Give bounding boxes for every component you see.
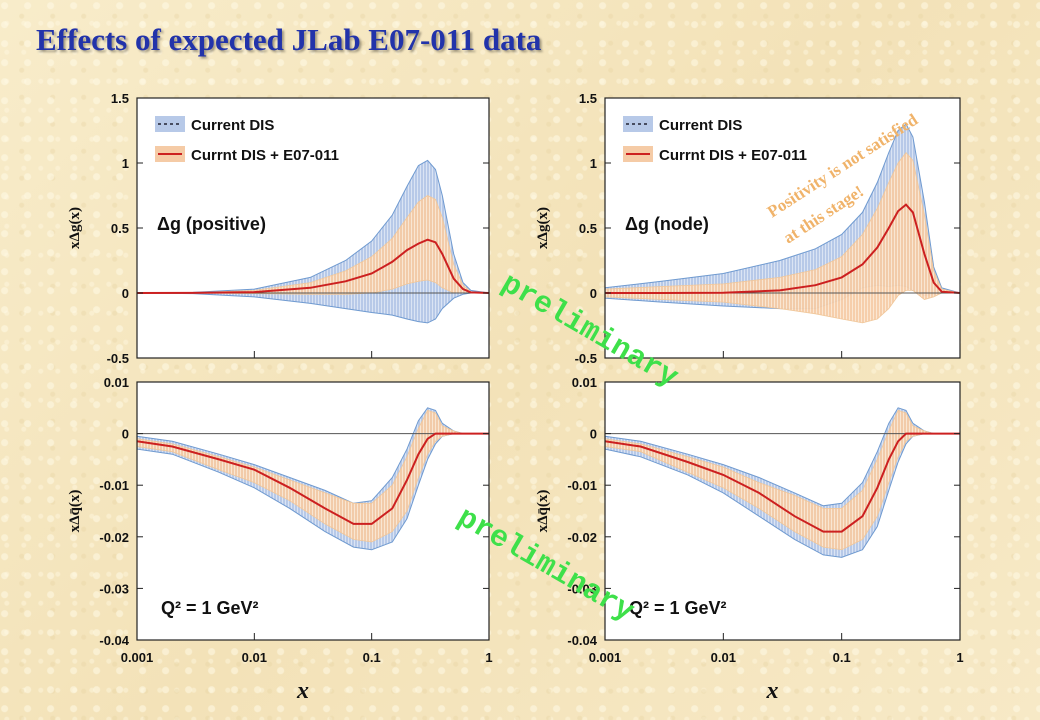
y-tick-label: -0.02 [99, 530, 129, 545]
y-tick-label: -0.04 [99, 633, 129, 648]
y-tick-label: -0.03 [99, 581, 129, 596]
plot-frame [604, 381, 961, 641]
chart-panel: 0.01 0 -0.01 -0.02 -0.03 -0.04 xΔq̄(x) Q² = 1 G… [535, 375, 964, 704]
x-axis-label: x [296, 678, 309, 704]
y-axis-label: xΔq̄(x) [535, 490, 551, 533]
x-tick-label: 0.01 [711, 650, 736, 665]
y-tick-label: 1.5 [579, 91, 597, 106]
panels: 1.5 1 0.5 0 -0.5 xΔg(x) Δg (positive) Current D… [67, 91, 964, 704]
y-axis-label: xΔg(x) [535, 207, 551, 249]
y-tick-label: 0.5 [579, 221, 597, 236]
panel-label: Q² = 1 GeV² [629, 598, 727, 618]
y-tick-label: -0.5 [107, 351, 129, 366]
panel-label: Δg (positive) [157, 214, 266, 234]
y-tick-label: 0 [122, 427, 129, 442]
legend-label-dis-plus-e07: Currnt DIS + E07-011 [191, 147, 339, 164]
x-tick-label: 0.001 [589, 650, 622, 665]
central-line [136, 432, 489, 525]
y-tick-label: 0 [590, 286, 597, 301]
legend-label-current-dis: Current DIS [659, 117, 742, 134]
y-tick-label: 0.01 [104, 375, 129, 390]
chart-panel: 1.5 1 0.5 0 -0.5 xΔg(x) Δg (positive) Current D… [67, 91, 490, 366]
x-tick-label: 0.1 [833, 650, 851, 665]
central-line [604, 432, 960, 533]
panel-label: Δg (node) [625, 214, 709, 234]
chart-panel: 0.01 0 -0.01 -0.02 -0.03 -0.04 xΔq̄(x) Q² = 1 G… [67, 375, 493, 704]
y-tick-label: 1 [122, 156, 129, 171]
y-tick-label: -0.5 [575, 351, 597, 366]
x-tick-label: 0.001 [121, 650, 154, 665]
y-tick-label: 1 [590, 156, 597, 171]
x-tick-label: 1 [956, 650, 963, 665]
y-tick-label: 0 [590, 427, 597, 442]
x-tick-label: 0.1 [363, 650, 381, 665]
x-axis-label: x [766, 678, 779, 704]
y-tick-label: 0.01 [572, 375, 597, 390]
chart-panel: 1.5 1 0.5 0 -0.5 xΔg(x) Δg (node) Current DIS Cu… [535, 91, 961, 366]
y-tick-label: 0 [122, 286, 129, 301]
y-tick-label: 1.5 [111, 91, 129, 106]
y-tick-label: -0.01 [99, 478, 129, 493]
central-line [136, 238, 490, 294]
plot-frame [136, 381, 490, 641]
legend-label-dis-plus-e07: Currnt DIS + E07-011 [659, 147, 807, 164]
x-tick-label: 1 [485, 650, 492, 665]
central-line [605, 203, 961, 294]
slide-title: Effects of expected JLab E07-011 data [36, 22, 542, 57]
y-tick-label: 0.5 [111, 221, 129, 236]
legend-label-current-dis: Current DIS [191, 117, 274, 134]
y-tick-label: -0.02 [567, 530, 597, 545]
y-tick-label: -0.03 [567, 581, 597, 596]
y-axis-label: xΔq̄(x) [67, 490, 83, 533]
y-tick-label: -0.01 [567, 478, 597, 493]
x-tick-label: 0.01 [242, 650, 267, 665]
y-axis-label: xΔg(x) [67, 207, 83, 249]
panel-label: Q² = 1 GeV² [161, 598, 259, 618]
y-tick-label: -0.04 [567, 633, 597, 648]
